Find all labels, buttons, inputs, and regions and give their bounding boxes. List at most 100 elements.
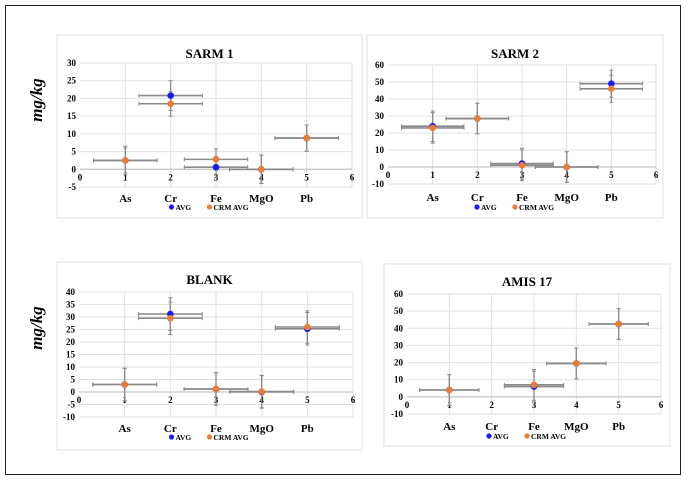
y-tick-label: 50	[375, 77, 385, 87]
y-tick-label: 35	[66, 300, 76, 310]
category-label: MgO	[249, 423, 274, 435]
chart-blank: BLANK-10-505101520253035400123456AsCrFeM…	[56, 261, 363, 451]
data-point-avg	[608, 80, 615, 87]
y-tick-label: 5	[71, 375, 76, 385]
y-tick-label: 15	[67, 111, 77, 121]
category-label: Fe	[210, 423, 222, 435]
legend-marker	[168, 204, 175, 210]
y-tick-label: 60	[394, 289, 404, 299]
category-label: Pb	[300, 193, 313, 205]
y-tick-label: 5	[72, 147, 77, 157]
data-point-crm-avg	[303, 134, 310, 142]
category-label: Pb	[612, 421, 625, 433]
chart-panel	[56, 261, 363, 451]
x-tick-label: 0	[405, 400, 410, 410]
y-tick-label: 0	[71, 387, 76, 397]
category-label: Fe	[516, 192, 528, 204]
x-tick-label: 2	[168, 172, 173, 182]
data-point-crm-avg	[518, 162, 526, 169]
x-tick-label: 5	[616, 400, 621, 410]
y-tick-label: 25	[66, 325, 76, 335]
x-tick-label: 5	[304, 172, 309, 182]
data-point-crm-avg	[304, 323, 311, 331]
data-point-crm-avg	[167, 100, 174, 108]
data-point-crm-avg	[563, 163, 570, 171]
y-tick-label: 10	[67, 129, 77, 139]
y-tick-label: 40	[394, 323, 404, 333]
x-tick-label: 1	[430, 170, 435, 180]
y-tick-label: 40	[375, 94, 385, 104]
category-label: MgO	[249, 193, 274, 205]
category-label: Cr	[471, 192, 484, 204]
y-tick-label: -5	[68, 400, 76, 410]
y-tick-label: -10	[372, 179, 384, 189]
data-point-crm-avg	[446, 386, 453, 394]
legend-marker	[512, 204, 518, 210]
legend-marker	[206, 434, 213, 440]
data-point-crm-avg	[530, 381, 538, 389]
legend-label: AVG	[176, 203, 192, 212]
legend-marker	[168, 434, 175, 440]
data-point-crm-avg	[258, 165, 265, 173]
data-point-crm-avg	[258, 388, 265, 395]
y-tick-label: 10	[66, 362, 76, 372]
category-label: As	[119, 423, 132, 435]
data-point-avg	[167, 92, 174, 99]
chart-panel	[383, 263, 671, 447]
y-tick-label: 60	[375, 60, 385, 70]
data-point-crm-avg	[429, 124, 436, 132]
y-tick-label: 20	[375, 128, 385, 138]
x-tick-label: 4	[574, 400, 579, 410]
legend-label: CRM AVG	[531, 432, 566, 441]
x-tick-label: 3	[532, 400, 537, 410]
x-tick-label: 6	[654, 170, 659, 180]
data-point-crm-avg	[212, 156, 220, 163]
legend-label: CRM AVG	[214, 433, 249, 442]
data-point-crm-avg	[573, 360, 580, 367]
x-tick-label: 0	[386, 170, 391, 180]
category-label: Fe	[528, 421, 540, 433]
category-label: As	[443, 421, 456, 433]
y-tick-label: 10	[375, 145, 385, 155]
x-tick-label: 2	[475, 170, 480, 180]
category-label: MgO	[564, 421, 589, 433]
x-tick-label: 0	[77, 395, 82, 405]
y-tick-label: 20	[67, 93, 77, 103]
y-tick-label: 30	[375, 111, 385, 121]
y-tick-label: -5	[69, 182, 77, 192]
data-point-crm-avg	[122, 157, 129, 164]
x-tick-label: 2	[168, 395, 173, 405]
category-label: Cr	[485, 421, 498, 433]
category-label: MgO	[554, 192, 579, 204]
y-tick-label: -10	[391, 409, 403, 419]
y-tick-label: 50	[394, 306, 404, 316]
x-tick-label: 1	[123, 172, 128, 182]
chart-panel	[56, 34, 363, 219]
legend-label: AVG	[176, 433, 192, 442]
category-label: Fe	[210, 193, 222, 205]
x-tick-label: 5	[609, 170, 614, 180]
category-label: As	[427, 192, 440, 204]
legend-marker	[206, 204, 213, 210]
y-tick-label: 15	[66, 350, 76, 360]
chart-title: SARM 1	[185, 46, 233, 61]
figure-frame	[5, 5, 681, 475]
y-tick-label: 30	[66, 312, 76, 322]
category-label: Cr	[164, 423, 177, 435]
category-label: Pb	[605, 192, 618, 204]
chart-title: BLANK	[186, 272, 233, 287]
data-point-crm-avg	[212, 385, 220, 393]
legend-label: CRM AVG	[519, 203, 554, 212]
x-tick-label: 6	[351, 395, 356, 405]
x-tick-label: 2	[489, 400, 494, 410]
legend-label: CRM AVG	[214, 203, 249, 212]
y-tick-label: 0	[72, 164, 77, 174]
y-tick-label: 30	[394, 340, 404, 350]
chart-sarm-1: SARM 1-50510152025300123456AsCrFeMgOPbAV…	[56, 34, 363, 219]
data-point-crm-avg	[121, 381, 128, 388]
y-tick-label: 0	[380, 162, 385, 172]
data-point-crm-avg	[615, 320, 622, 328]
legend-label: AVG	[481, 203, 497, 212]
y-tick-label: -10	[63, 412, 75, 422]
